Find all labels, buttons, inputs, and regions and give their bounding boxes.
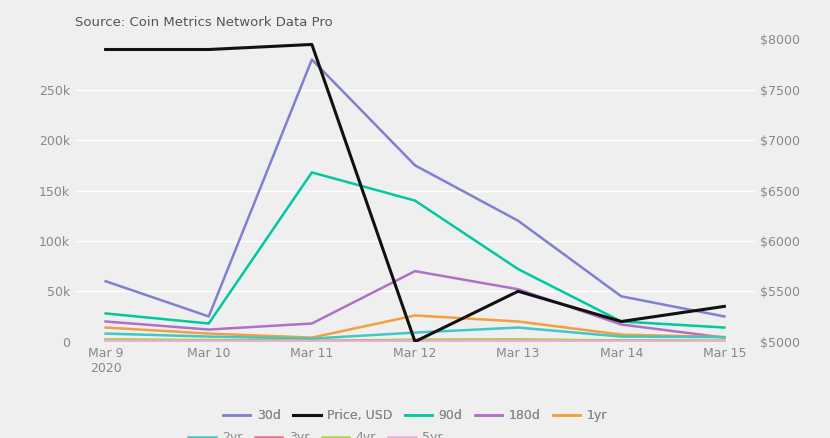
- 180d: [307, 321, 317, 326]
- 30d: [204, 314, 214, 319]
- 1yr: [100, 325, 110, 330]
- 3yr: [616, 338, 626, 343]
- Line: 1yr: 1yr: [105, 315, 725, 338]
- 2yr: [100, 331, 110, 336]
- 1yr: [616, 332, 626, 337]
- 90d: [513, 266, 523, 272]
- Line: 30d: 30d: [105, 60, 725, 316]
- 2yr: [720, 335, 730, 340]
- 180d: [616, 322, 626, 327]
- 90d: [410, 198, 420, 203]
- Price, USD: [410, 339, 420, 344]
- 2yr: [307, 336, 317, 341]
- 3yr: [307, 338, 317, 343]
- Line: 4yr: 4yr: [105, 340, 725, 341]
- 5yr: [720, 339, 730, 344]
- 180d: [204, 327, 214, 332]
- Price, USD: [720, 304, 730, 309]
- Price, USD: [307, 42, 317, 47]
- 3yr: [100, 337, 110, 342]
- 90d: [307, 170, 317, 175]
- 1yr: [720, 335, 730, 340]
- 5yr: [100, 339, 110, 344]
- 90d: [204, 321, 214, 326]
- 4yr: [616, 338, 626, 343]
- 5yr: [513, 339, 523, 344]
- 5yr: [204, 339, 214, 344]
- 3yr: [410, 337, 420, 343]
- 2yr: [204, 334, 214, 339]
- 1yr: [410, 313, 420, 318]
- 2yr: [616, 334, 626, 339]
- Price, USD: [513, 289, 523, 294]
- Line: 3yr: 3yr: [105, 339, 725, 341]
- Legend: 30d, Price, USD, 90d, 180d, 1yr: 30d, Price, USD, 90d, 180d, 1yr: [218, 404, 612, 427]
- 180d: [513, 286, 523, 292]
- 4yr: [307, 339, 317, 344]
- Legend: 2yr, 3yr, 4yr, 5yr: 2yr, 3yr, 4yr, 5yr: [183, 426, 447, 438]
- 4yr: [720, 339, 730, 344]
- 180d: [100, 319, 110, 324]
- 5yr: [307, 339, 317, 344]
- 30d: [616, 294, 626, 299]
- 30d: [720, 314, 730, 319]
- 1yr: [513, 319, 523, 324]
- Price, USD: [204, 47, 214, 52]
- 4yr: [100, 337, 110, 343]
- 30d: [307, 57, 317, 62]
- 3yr: [513, 337, 523, 342]
- 1yr: [204, 331, 214, 336]
- Line: 90d: 90d: [105, 173, 725, 328]
- 30d: [513, 218, 523, 223]
- 90d: [616, 319, 626, 324]
- 30d: [100, 279, 110, 284]
- 90d: [100, 311, 110, 316]
- Price, USD: [100, 47, 110, 52]
- 3yr: [720, 338, 730, 343]
- 4yr: [410, 338, 420, 343]
- 4yr: [204, 338, 214, 343]
- Line: 180d: 180d: [105, 271, 725, 338]
- 4yr: [513, 337, 523, 343]
- 5yr: [410, 339, 420, 344]
- 180d: [720, 335, 730, 340]
- 5yr: [616, 339, 626, 344]
- 30d: [410, 163, 420, 168]
- Price, USD: [616, 319, 626, 324]
- 2yr: [410, 330, 420, 335]
- 2yr: [513, 325, 523, 330]
- Text: Source: Coin Metrics Network Data Pro: Source: Coin Metrics Network Data Pro: [75, 15, 333, 28]
- Line: Price, USD: Price, USD: [105, 45, 725, 342]
- 1yr: [307, 335, 317, 340]
- 180d: [410, 268, 420, 274]
- 90d: [720, 325, 730, 330]
- 3yr: [204, 338, 214, 343]
- Line: 2yr: 2yr: [105, 328, 725, 339]
